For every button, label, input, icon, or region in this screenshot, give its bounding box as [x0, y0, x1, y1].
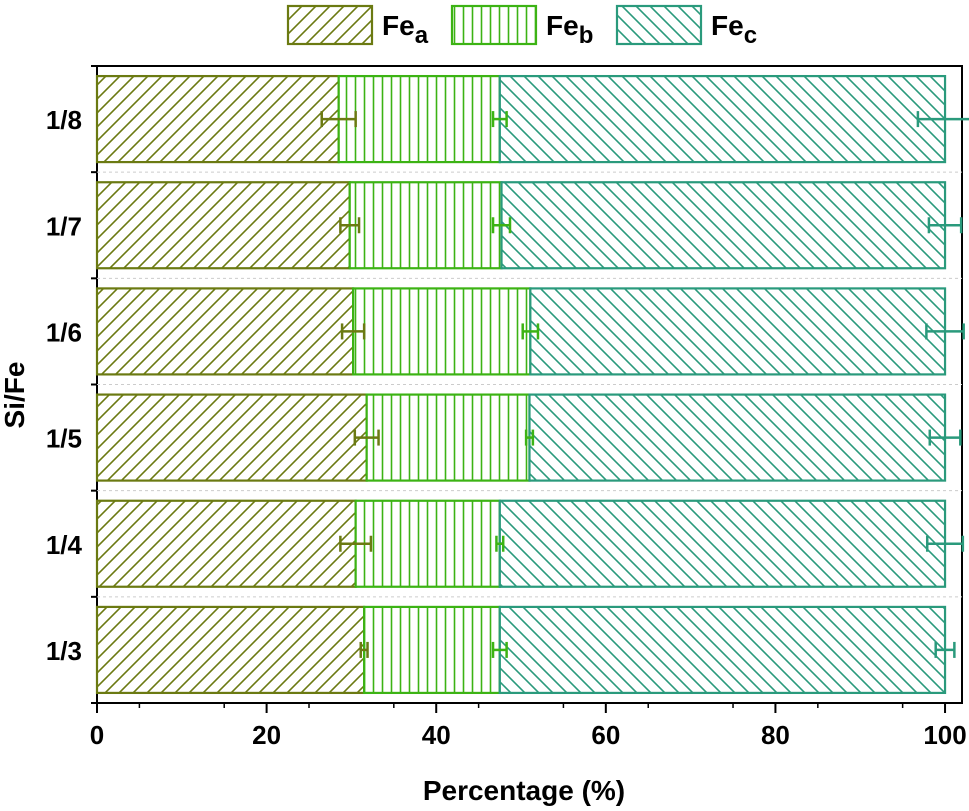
error-bar-fec-1-6 [925, 323, 965, 340]
bar-fec-1-7 [500, 181, 947, 270]
x-tick-label: 0 [90, 720, 104, 750]
error-bar-feb-1-6 [521, 323, 540, 340]
bar-fec-1-8 [498, 74, 947, 164]
bar-fec-1-6 [529, 287, 947, 376]
error-bar-fea-1-8 [320, 111, 357, 128]
bar-fea-1-6 [95, 287, 355, 376]
legend-item-feb: Feb [450, 4, 593, 49]
error-bar-fec-1-7 [927, 217, 963, 234]
bar-fec-1-5 [528, 393, 947, 482]
bar-feb-1-7 [348, 181, 503, 270]
legend-item-fea: Fea [286, 4, 429, 49]
legend-swatch [450, 4, 538, 46]
legend-label: Fea [382, 10, 429, 49]
bar-fea-1-5 [95, 393, 368, 482]
error-bar-fec-1-4 [925, 535, 965, 552]
y-tick-label: 1/7 [46, 211, 82, 241]
y-tick-label: 1/3 [46, 636, 82, 666]
bar-fec-1-3 [498, 605, 947, 695]
bar-fec-1-4 [498, 499, 947, 588]
error-bar-fea-1-3 [359, 641, 369, 658]
bar-feb-1-4 [354, 499, 501, 588]
y-tick-label: 1/6 [46, 317, 82, 347]
legend: Fea Feb Fec [286, 4, 757, 49]
bar-fea-1-4 [95, 499, 357, 588]
y-axis-title: Si/Fe [0, 362, 30, 429]
bar-fea-1-8 [95, 74, 340, 164]
legend-item-fec: Fec [615, 4, 757, 49]
error-bar-feb-1-3 [491, 641, 508, 658]
error-bar-feb-1-7 [491, 217, 512, 234]
x-axis: 0 20 40 60 80 100 [90, 703, 967, 750]
legend-swatch [286, 4, 374, 46]
x-tick-label: 60 [591, 720, 620, 750]
error-bar-feb-1-5 [524, 429, 535, 446]
error-bar-feb-1-8 [491, 111, 508, 128]
bar-feb-1-6 [352, 287, 532, 376]
bar-fea-1-3 [95, 605, 366, 695]
bar-feb-1-3 [363, 605, 501, 695]
error-bar-fea-1-5 [353, 429, 380, 446]
y-tick-label: 1/8 [46, 105, 82, 135]
error-bar-fec-1-5 [928, 429, 962, 446]
y-tick-label: 1/5 [46, 424, 82, 454]
x-tick-label: 80 [761, 720, 790, 750]
error-bar-fec-1-3 [934, 641, 956, 658]
x-tick-label: 100 [923, 720, 966, 750]
error-bar-fea-1-7 [339, 217, 361, 234]
bar-fea-1-7 [95, 181, 351, 270]
y-axis: 1/3 1/4 1/5 1/6 1/7 1/8 [46, 65, 97, 704]
category-separators [97, 171, 962, 598]
bar-feb-1-8 [337, 74, 501, 164]
legend-label: Fec [711, 10, 757, 49]
error-bar-fea-1-4 [339, 535, 373, 552]
legend-swatch [615, 4, 703, 46]
y-tick-label: 1/4 [46, 530, 83, 560]
x-tick-label: 40 [422, 720, 451, 750]
x-tick-label: 20 [252, 720, 281, 750]
error-bars-layer [320, 111, 969, 658]
error-bar-fec-1-8 [916, 111, 969, 128]
legend-label: Feb [546, 10, 593, 49]
error-bar-fea-1-6 [340, 323, 366, 340]
x-axis-title: Percentage (%) [423, 775, 625, 806]
bar-feb-1-5 [365, 393, 531, 482]
error-bar-feb-1-4 [495, 535, 505, 552]
